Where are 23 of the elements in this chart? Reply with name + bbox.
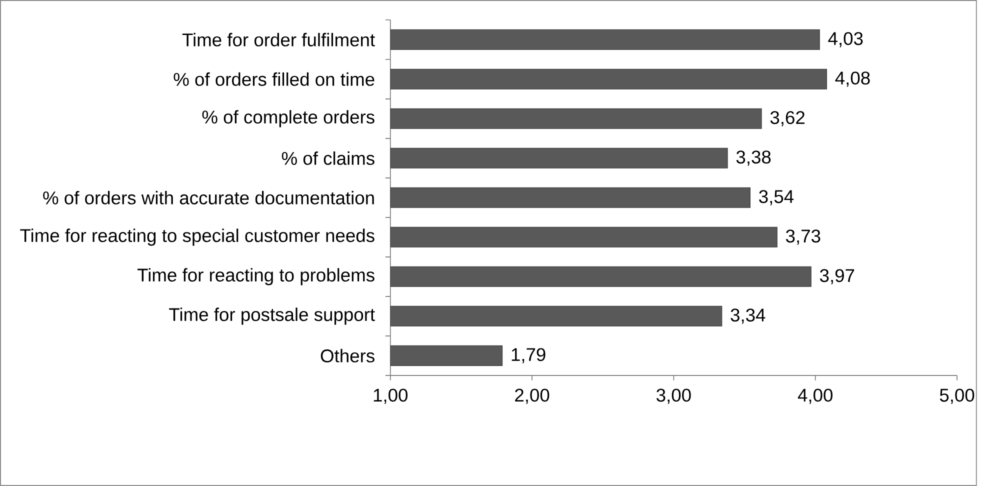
data-label: 3,38 xyxy=(736,150,771,166)
data-label: 4,03 xyxy=(828,32,863,48)
x-tick-label: 1,00 xyxy=(374,388,408,404)
x-tick-label: 2,00 xyxy=(515,388,550,404)
y-tick-label: Others xyxy=(320,348,374,362)
x-tick-label: 5,00 xyxy=(940,388,974,404)
data-label: 3,62 xyxy=(770,111,804,126)
y-tick-label: % of orders filled on time xyxy=(174,72,374,86)
y-tick-label: % of orders with accurate documentation xyxy=(43,190,374,204)
y-tick-label: Time for order fulfilment xyxy=(182,32,375,46)
data-label: 3,97 xyxy=(820,269,854,284)
data-label: 3,34 xyxy=(730,308,766,324)
y-tick-label: Time for postsale support xyxy=(169,308,375,325)
x-tick-label: 4,00 xyxy=(798,388,833,404)
y-tick-label: Time for reacting to special customer needs xyxy=(20,228,374,246)
y-tick-label: Time for reacting to problems xyxy=(137,268,374,286)
y-tick-label: % of complete orders xyxy=(202,110,374,128)
x-tick-label: 3,00 xyxy=(656,388,691,404)
y-tick-label: % of claims xyxy=(282,151,374,165)
data-label: 3,73 xyxy=(786,230,820,245)
data-label: 1,79 xyxy=(512,348,546,364)
data-label: 4,08 xyxy=(835,72,870,87)
data-label: 3,54 xyxy=(759,190,794,206)
